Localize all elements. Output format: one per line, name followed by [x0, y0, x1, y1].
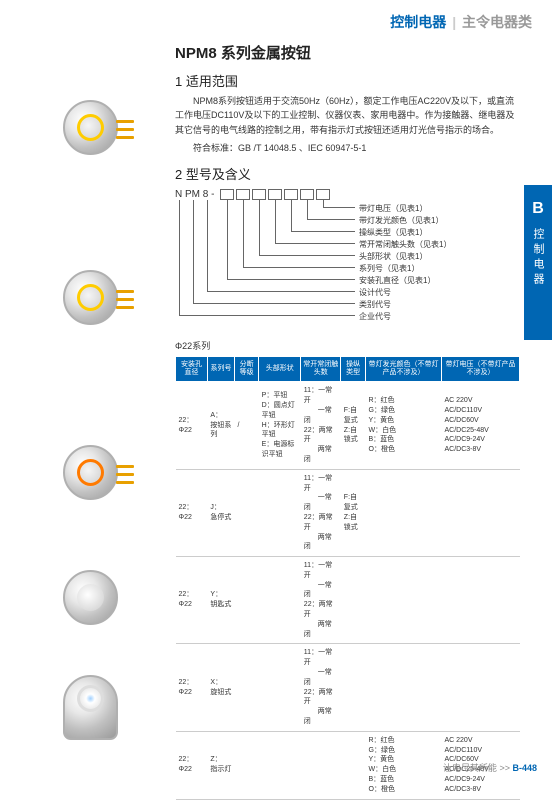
footer-slogan: 让电尽其所能: [443, 763, 497, 773]
td: [366, 469, 442, 556]
td: [441, 644, 519, 731]
table-row: 22：Φ22Y： 钥匙式 11：一常开 一常闭 22：两常开 两常闭: [176, 557, 520, 644]
model-label: 常开常闭触头数（见表1）: [359, 239, 451, 250]
td: [259, 731, 301, 799]
td: 22：Φ22: [176, 382, 208, 469]
model-label: 设计代号: [359, 287, 391, 298]
td: 22：Φ22: [176, 469, 208, 556]
product-image-2: [35, 255, 145, 340]
td: AC 220V AC/DC110V AC/DC60V AC/DC25-48V A…: [441, 382, 519, 469]
side-tab: B 控制电器: [524, 185, 552, 340]
th: 安装孔直径: [176, 356, 208, 382]
section-2-heading: 2 型号及含义: [175, 164, 552, 183]
product-image-3: [35, 430, 145, 515]
td: [301, 731, 341, 799]
td: X： 旋钮式: [207, 644, 234, 731]
table-header-row: 安装孔直径 系列号 分断等级 头部形状 常开常闭触头数 操纵类型 带灯发光颜色（…: [176, 356, 520, 382]
td: 11：一常开 一常闭 22：两常开 两常闭: [301, 644, 341, 731]
th: 头部形状: [259, 356, 301, 382]
model-label: 带灯电压（见表1）: [359, 203, 427, 214]
td: [235, 557, 259, 644]
td: [259, 644, 301, 731]
spec-table: 安装孔直径 系列号 分断等级 头部形状 常开常闭触头数 操纵类型 带灯发光颜色（…: [175, 356, 520, 800]
model-box: [316, 189, 330, 200]
section-1-heading: 1 适用范围: [175, 71, 552, 90]
td: Z： 指示灯: [207, 731, 234, 799]
product-image-4: [35, 555, 145, 640]
td: [441, 469, 519, 556]
td: [341, 557, 366, 644]
model-label: 系列号（见表1）: [359, 263, 419, 274]
table-row: 22：Φ22X： 旋钮式 11：一常开 一常闭 22：两常开 两常闭: [176, 644, 520, 731]
td: 22：Φ22: [176, 644, 208, 731]
model-box: [220, 189, 234, 200]
page-header: 控制电器 | 主令电器类: [0, 0, 552, 38]
th: 带灯电压（不带灯产品不涉及）: [441, 356, 519, 382]
td: [341, 731, 366, 799]
td: F:自复式 Z:自锁式: [341, 469, 366, 556]
th: 系列号: [207, 356, 234, 382]
td: [235, 731, 259, 799]
table-row: 22：Φ22A： 按钮系列/P：平钮 D：圆点灯平钮 H：环形灯平钮 E：电源标…: [176, 382, 520, 469]
model-box: [268, 189, 282, 200]
model-label: 企业代号: [359, 311, 391, 322]
td: [259, 557, 301, 644]
model-box: [300, 189, 314, 200]
td: [235, 644, 259, 731]
side-tab-letter: B: [532, 200, 544, 218]
table-caption: Φ22系列: [175, 339, 552, 352]
table-row: 22：Φ22J： 急停式 11：一常开 一常闭 22：两常开 两常闭F:自复式 Z…: [176, 469, 520, 556]
product-image-5: [35, 665, 145, 750]
product-image-1: [35, 85, 145, 170]
td: P：平钮 D：圆点灯平钮 H：环形灯平钮 E：电源标识平钮: [259, 382, 301, 469]
td: [366, 557, 442, 644]
model-label: 头部形状（见表1）: [359, 251, 427, 262]
model-box: [252, 189, 266, 200]
td: [235, 469, 259, 556]
td: R：红色 G：绿色 Y：黄色 W：白色 B：蓝色 O：橙色: [366, 382, 442, 469]
header-category-1: 控制电器: [390, 14, 446, 30]
side-tab-text: 控制电器: [530, 228, 546, 288]
header-category-2: 主令电器类: [462, 14, 532, 30]
section-1-para-1: NPM8系列按钮适用于交流50Hz（60Hz），额定工作电压AC220V及以下，…: [175, 94, 517, 137]
td: Y： 钥匙式: [207, 557, 234, 644]
model-box: [236, 189, 250, 200]
model-label: 带灯发光颜色（见表1）: [359, 215, 443, 226]
model-label: 类别代号: [359, 299, 391, 310]
model-label: 操纵类型（见表1）: [359, 227, 427, 238]
td: [366, 644, 442, 731]
model-box: [284, 189, 298, 200]
page-footer: 让电尽其所能 >> B-448: [443, 761, 537, 774]
th: 带灯发光颜色（不带灯产品不涉及）: [366, 356, 442, 382]
td: 11：一常开 一常闭 22：两常开 两常闭: [301, 557, 341, 644]
th: 分断等级: [235, 356, 259, 382]
td: /: [235, 382, 259, 469]
td: 22：Φ22: [176, 557, 208, 644]
td: 11：一常开 一常闭 22：两常开 两常闭: [301, 469, 341, 556]
header-divider: |: [452, 14, 456, 30]
model-code-diagram: N PM 8 - 带灯电压（见表1） 带灯发光颜色（见表1） 操纵类型（见表1）…: [175, 189, 552, 329]
footer-arrows: >>: [499, 763, 510, 773]
model-label: 安装孔直径（见表1）: [359, 275, 435, 286]
td: 22：Φ22: [176, 731, 208, 799]
td: F:自复式 Z:自锁式: [341, 382, 366, 469]
section-1-para-2: 符合标准：GB /T 14048.5 、IEC 60947-5-1: [175, 141, 517, 155]
model-prefix: N PM 8 -: [175, 189, 214, 200]
td: [259, 469, 301, 556]
td: 11：一常开 一常闭 22：两常开 两常闭: [301, 382, 341, 469]
th: 常开常闭触头数: [301, 356, 341, 382]
th: 操纵类型: [341, 356, 366, 382]
page-title: NPM8 系列金属按钮: [175, 42, 552, 63]
td: [341, 644, 366, 731]
td: R：红色 G：绿色 Y：黄色 W：白色 B：蓝色 O：橙色: [366, 731, 442, 799]
footer-page: B-448: [512, 763, 537, 773]
td: [441, 557, 519, 644]
td: J： 急停式: [207, 469, 234, 556]
td: A： 按钮系列: [207, 382, 234, 469]
